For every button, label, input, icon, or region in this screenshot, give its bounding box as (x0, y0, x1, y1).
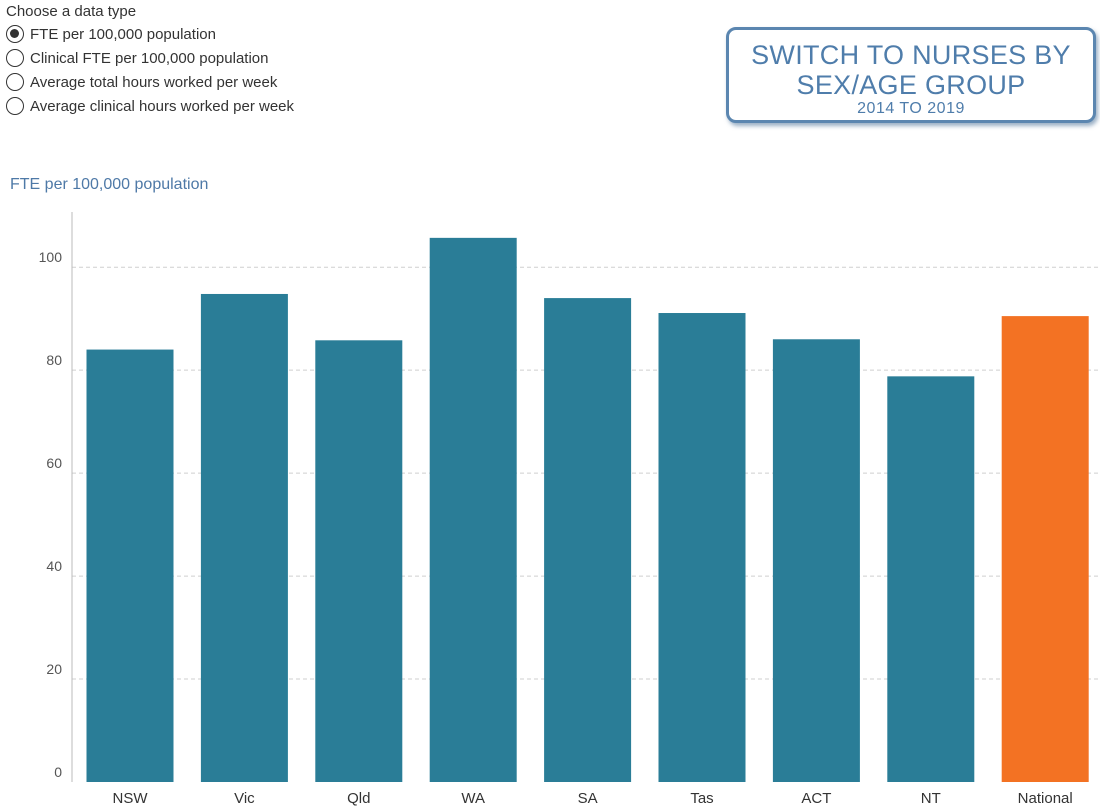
bar-nt[interactable] (887, 376, 975, 782)
x-label-nt: NT (921, 790, 941, 807)
y-tick-label: 20 (46, 661, 62, 677)
radio-label: Clinical FTE per 100,000 population (30, 49, 269, 67)
switch-button-line3: 2014 TO 2019 (857, 100, 965, 117)
radio-label: FTE per 100,000 population (30, 25, 216, 43)
bar-act[interactable] (772, 339, 860, 782)
bar-sa[interactable] (544, 298, 632, 782)
bar-national[interactable] (1001, 316, 1089, 782)
switch-button-line2: SEX/AGE GROUP (796, 70, 1026, 100)
y-tick-label: 100 (39, 249, 63, 265)
x-label-national: National (1018, 790, 1073, 807)
radio-button-icon[interactable] (6, 73, 24, 91)
x-label-nsw: NSW (113, 790, 149, 807)
y-axis-ticks: 0 20 40 60 80 100 (39, 249, 63, 780)
x-label-vic: Vic (234, 790, 255, 807)
chart-title: FTE per 100,000 population (10, 176, 209, 193)
data-type-selector: Choose a data type FTE per 100,000 popul… (6, 2, 294, 118)
radio-avg-clinical-hours[interactable]: Average clinical hours worked per week (6, 94, 294, 118)
x-label-tas: Tas (690, 790, 713, 807)
bar-wa[interactable] (429, 237, 517, 783)
x-axis-labels: NSW Vic Qld WA SA Tas ACT NT National (113, 790, 1073, 807)
bar-vic[interactable] (200, 293, 288, 782)
bars (86, 237, 1089, 783)
x-label-qld: Qld (347, 790, 370, 807)
radio-button-icon[interactable] (6, 49, 24, 67)
x-label-act: ACT (801, 790, 831, 807)
y-tick-label: 0 (54, 764, 62, 780)
radio-label: Average total hours worked per week (30, 73, 278, 91)
y-tick-label: 60 (46, 455, 62, 471)
data-type-heading: Choose a data type (6, 3, 137, 20)
x-label-wa: WA (461, 790, 485, 807)
switch-button-line1: SWITCH TO NURSES BY (751, 40, 1071, 70)
radio-button-icon[interactable] (6, 97, 24, 115)
radio-clinical-fte[interactable]: Clinical FTE per 100,000 population (6, 46, 294, 70)
radio-label: Average clinical hours worked per week (30, 97, 295, 115)
radio-button-icon[interactable] (6, 25, 24, 43)
bar-tas[interactable] (658, 313, 746, 782)
y-tick-label: 40 (46, 558, 62, 574)
bar-qld[interactable] (315, 340, 403, 782)
switch-view-button[interactable]: SWITCH TO NURSES BY SEX/AGE GROUP 2014 T… (726, 27, 1096, 123)
radio-fte[interactable]: FTE per 100,000 population (6, 22, 294, 46)
x-label-sa: SA (578, 790, 598, 807)
y-tick-label: 80 (46, 352, 62, 368)
radio-avg-total-hours[interactable]: Average total hours worked per week (6, 70, 294, 94)
bar-nsw[interactable] (86, 349, 174, 782)
